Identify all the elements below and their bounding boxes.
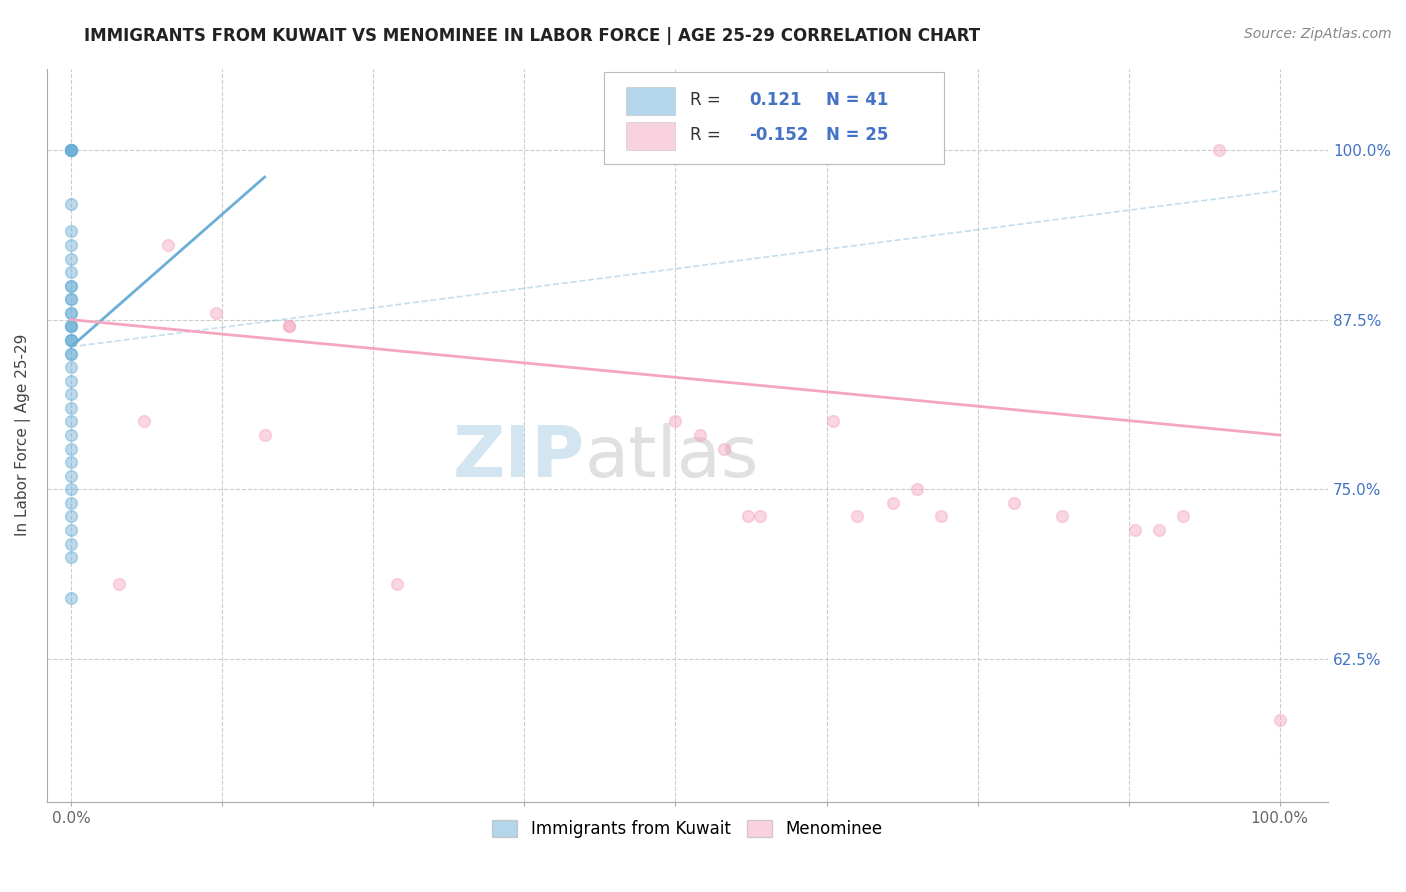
Point: [60, 509, 83, 524]
Point: [60, 293, 83, 307]
Point: [60, 143, 83, 157]
Point: [60, 224, 83, 238]
Point: [60, 143, 83, 157]
Point: [60, 293, 83, 307]
FancyBboxPatch shape: [626, 87, 675, 115]
Point: [205, 306, 228, 320]
Point: [60, 278, 83, 293]
Text: N = 25: N = 25: [825, 127, 889, 145]
Point: [821, 415, 844, 429]
Point: [713, 442, 735, 456]
Point: [1052, 509, 1074, 524]
Point: [1147, 523, 1170, 537]
Point: [60, 346, 83, 360]
Point: [60, 319, 83, 334]
Point: [60, 523, 83, 537]
FancyBboxPatch shape: [605, 72, 943, 164]
Point: [253, 428, 276, 442]
Point: [156, 238, 179, 252]
Point: [60, 333, 83, 347]
Point: [132, 415, 155, 429]
Point: [60, 333, 83, 347]
Point: [60, 468, 83, 483]
Point: [1002, 496, 1025, 510]
Point: [60, 591, 83, 605]
Point: [1123, 523, 1146, 537]
Point: [60, 265, 83, 279]
Point: [60, 401, 83, 415]
Point: [60, 143, 83, 157]
Point: [60, 333, 83, 347]
Point: [845, 509, 868, 524]
Point: [60, 252, 83, 266]
Text: 0.121: 0.121: [749, 91, 801, 109]
Text: atlas: atlas: [585, 423, 759, 491]
Point: [60, 197, 83, 211]
Point: [60, 536, 83, 550]
Point: [882, 496, 904, 510]
Point: [387, 577, 409, 591]
Point: [749, 509, 772, 524]
Point: [60, 455, 83, 469]
Point: [664, 415, 686, 429]
Point: [1208, 143, 1230, 157]
Point: [60, 306, 83, 320]
Point: [277, 319, 299, 334]
Point: [60, 550, 83, 565]
Point: [60, 374, 83, 388]
Point: [60, 442, 83, 456]
Legend: Immigrants from Kuwait, Menominee: Immigrants from Kuwait, Menominee: [485, 813, 890, 845]
Text: ZIP: ZIP: [453, 423, 585, 491]
Point: [60, 415, 83, 429]
Point: [60, 360, 83, 375]
Point: [1171, 509, 1194, 524]
Text: -0.152: -0.152: [749, 127, 808, 145]
Point: [60, 319, 83, 334]
Point: [905, 483, 928, 497]
Point: [60, 387, 83, 401]
Text: IMMIGRANTS FROM KUWAIT VS MENOMINEE IN LABOR FORCE | AGE 25-29 CORRELATION CHART: IMMIGRANTS FROM KUWAIT VS MENOMINEE IN L…: [84, 27, 980, 45]
FancyBboxPatch shape: [626, 122, 675, 150]
Y-axis label: In Labor Force | Age 25-29: In Labor Force | Age 25-29: [15, 334, 31, 536]
Text: R =: R =: [690, 127, 721, 145]
Text: N = 41: N = 41: [825, 91, 889, 109]
Point: [1268, 713, 1291, 727]
Point: [60, 143, 83, 157]
Point: [60, 306, 83, 320]
Point: [60, 428, 83, 442]
Point: [689, 428, 711, 442]
Point: [60, 346, 83, 360]
Text: Source: ZipAtlas.com: Source: ZipAtlas.com: [1244, 27, 1392, 41]
Point: [60, 496, 83, 510]
Point: [60, 278, 83, 293]
Point: [60, 238, 83, 252]
Point: [60, 483, 83, 497]
Point: [108, 577, 131, 591]
Point: [60, 143, 83, 157]
Point: [737, 509, 759, 524]
Text: R =: R =: [690, 91, 721, 109]
Point: [60, 319, 83, 334]
Point: [277, 319, 299, 334]
Point: [931, 509, 953, 524]
